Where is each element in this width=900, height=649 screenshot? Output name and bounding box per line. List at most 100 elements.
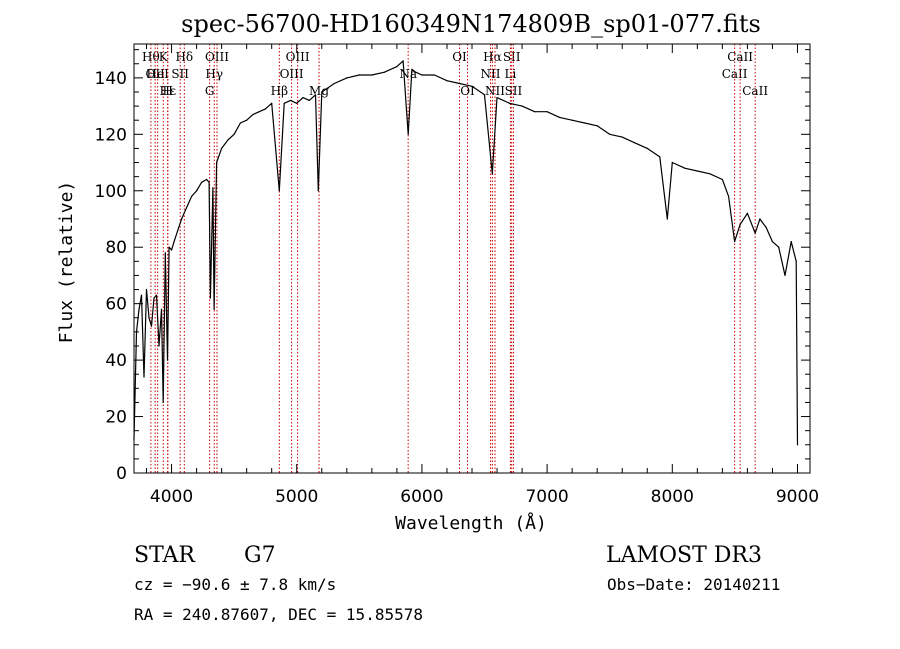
spectrum-point-48	[321, 91, 323, 93]
spectrum-point-95	[784, 274, 786, 276]
series-layer	[133, 60, 799, 446]
spectrum-point-8	[153, 297, 155, 299]
spectrum-point-25	[206, 178, 208, 181]
spectrum-point-78	[646, 147, 648, 149]
spectral-subclass: G7	[244, 543, 276, 568]
spectrum-point-50	[346, 77, 348, 79]
y-tick-label: 60	[105, 295, 127, 315]
line-marker-label-19: Hα	[483, 50, 502, 64]
spectrum-point-80	[666, 218, 668, 220]
spectrum-point-83	[696, 170, 698, 172]
spectrum-point-85	[721, 178, 724, 181]
spectrum-point-22	[191, 195, 193, 197]
x-tick-label: 9000	[776, 487, 819, 507]
spectrum-point-81	[671, 161, 673, 164]
line-marker-label-9: Hγ	[205, 67, 223, 81]
line-marker-label-20: NII	[485, 84, 505, 98]
line-marker-label-24: CaII	[722, 67, 748, 81]
spectrum-point-47	[317, 190, 319, 192]
spectrum-point-98	[796, 444, 799, 446]
y-tick-label: 80	[105, 238, 127, 258]
spectrum-point-24	[201, 181, 203, 183]
spectrum-point-7	[150, 325, 153, 327]
line-marker-label-2: HeI	[147, 67, 170, 81]
line-marker-label-23: SII	[505, 84, 523, 98]
spectrum-point-58	[415, 71, 417, 73]
line-marker-label-22: SII	[503, 50, 521, 64]
spectrum-point-62	[458, 82, 461, 85]
spectrum-point-41	[283, 102, 285, 104]
spectrum-point-36	[252, 114, 254, 116]
spectrum-point-88	[739, 224, 741, 226]
spectrum-point-17	[173, 241, 175, 243]
spectrum-point-37	[258, 111, 260, 113]
spectrum-point-91	[759, 218, 761, 220]
spectrum-point-6	[148, 317, 150, 319]
spectrum-point-26	[208, 181, 210, 183]
spectrum-point-84	[709, 173, 711, 175]
line-marker-label-8: G	[205, 84, 215, 98]
spectrum-point-61	[446, 80, 448, 82]
spectrum-point-38	[264, 108, 266, 110]
line-marker-label-11: Hβ	[271, 84, 288, 98]
spectrum-point-9	[155, 294, 158, 296]
spectrum-point-4	[143, 376, 145, 378]
line-markers: HθOIIHeIKHHεSIIHδGHγOIIIHβOIIIOIIIMgNaOI…	[142, 44, 768, 473]
spectrum-point-55	[402, 60, 404, 62]
spectrum-point-56	[407, 133, 409, 135]
spectrum-point-34	[239, 122, 241, 124]
line-marker-label-1: OII	[145, 67, 165, 81]
x-tick-label: 5000	[275, 487, 318, 507]
spectrum-point-33	[233, 133, 235, 135]
x-axis-label: Wavelength (Å)	[395, 512, 547, 534]
spectrum-point-19	[181, 218, 183, 220]
spectrum-point-21	[187, 204, 189, 206]
spectrum-point-86	[728, 195, 730, 197]
spectrum-point-53	[383, 71, 385, 73]
spectrum-point-30	[216, 161, 218, 164]
spectrum-point-63	[471, 85, 473, 87]
axis-ticks: 4000 5000 6000 7000 8000 9000 0 20 40 60 80 100 120 1…	[95, 44, 819, 507]
line-marker-label-6: SII	[171, 67, 189, 81]
spectrum-point-72	[571, 119, 573, 121]
spectrum-point-60	[433, 74, 435, 76]
spectrum-point-87	[734, 241, 736, 243]
spectrum-point-52	[371, 74, 373, 76]
y-tick-label: 140	[95, 69, 127, 89]
line-marker-label-16: OI	[452, 50, 467, 64]
spectrum-line-0	[133, 60, 799, 445]
spectrum-point-74	[596, 125, 598, 127]
x-tick-label: 7000	[525, 487, 568, 507]
line-marker-label-21: Li	[505, 67, 517, 81]
y-axis-label: Flux (relative)	[56, 181, 77, 344]
spectrum-point-68	[521, 105, 523, 107]
spectrum-point-69	[534, 111, 536, 113]
spectrum-point-90	[754, 232, 756, 234]
spectrum-point-31	[221, 147, 223, 149]
y-tick-label: 40	[105, 351, 127, 371]
spectrum-point-42	[289, 99, 292, 101]
spectrum-point-3	[140, 294, 143, 296]
chart-title: spec-56700-HD160349N174809B_sp01-077.fit…	[181, 10, 761, 38]
spectrum-point-54	[396, 66, 398, 68]
spectrum-point-51	[358, 74, 360, 76]
spectrum-point-46	[314, 94, 317, 96]
spectrum-point-20	[183, 212, 185, 214]
spectrum-point-94	[778, 246, 780, 248]
spectrum-point-43	[296, 102, 298, 104]
spectrum-point-64	[483, 94, 486, 96]
spectrum-point-10	[158, 345, 160, 347]
line-marker-label-18: NII	[481, 67, 501, 81]
spectrum-point-40	[278, 190, 280, 192]
spectrum-point-92	[765, 226, 767, 229]
spectrum-point-96	[790, 241, 792, 243]
plot-frame	[133, 43, 811, 474]
spectrum-point-59	[421, 74, 423, 76]
spectrum-point-27	[209, 297, 211, 299]
line-marker-label-14: Mg	[309, 84, 329, 98]
line-marker-label-13: OIII	[286, 50, 310, 64]
spectrum-point-93	[771, 241, 774, 243]
spectrum-point-49	[333, 82, 335, 85]
spectrum-point-82	[684, 167, 686, 169]
